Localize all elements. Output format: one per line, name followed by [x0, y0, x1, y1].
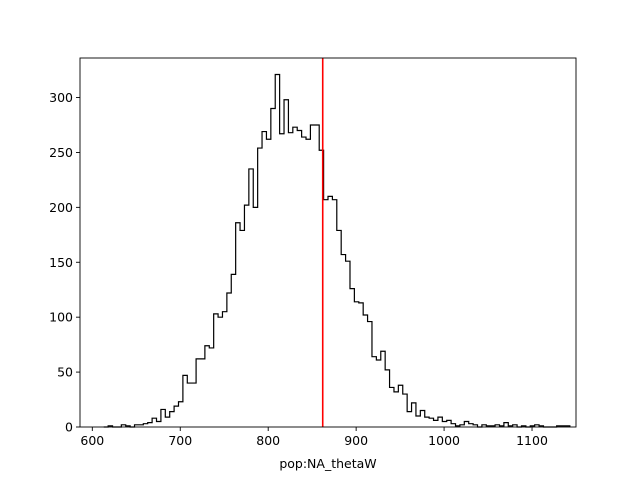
y-tick-label: 200 [49, 200, 73, 215]
x-tick-label: 700 [168, 433, 192, 448]
x-tick-label: 600 [80, 433, 104, 448]
y-tick-label: 100 [49, 310, 73, 325]
x-tick-label: 800 [256, 433, 280, 448]
y-tick-label: 300 [49, 90, 73, 105]
plot-area [79, 57, 577, 428]
y-tick-label: 50 [57, 365, 73, 380]
y-tick-label: 150 [49, 255, 73, 270]
y-tick-label: 250 [49, 145, 73, 160]
x-tick-label: 1000 [428, 433, 460, 448]
x-tick-label: 1100 [516, 433, 548, 448]
y-axis-ticks: 0 50 100 150 200 250 300 [49, 90, 80, 435]
histogram-step-line [103, 73, 571, 428]
x-axis-label: pop:NA_thetaW [279, 456, 376, 471]
y-tick-label: 0 [65, 420, 73, 435]
x-tick-label: 900 [344, 433, 368, 448]
x-axis-ticks: 600 700 800 900 1000 1100 [80, 427, 548, 448]
axes-frame [79, 57, 577, 428]
